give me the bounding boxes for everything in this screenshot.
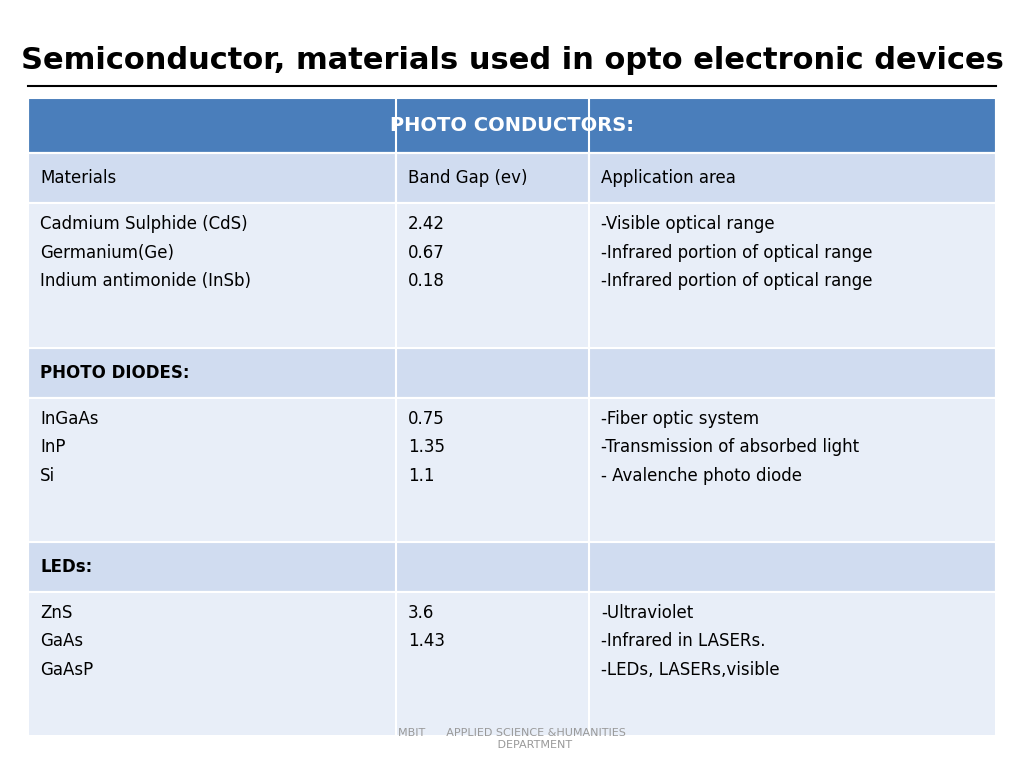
Bar <box>396 398 590 542</box>
Bar <box>28 204 396 348</box>
Bar <box>590 204 996 348</box>
Text: -Visible optical range
-Infrared portion of optical range
-Infrared portion of o: -Visible optical range -Infrared portion… <box>601 215 872 290</box>
Text: PHOTO CONDUCTORS:: PHOTO CONDUCTORS: <box>390 116 634 135</box>
Text: Semiconductor, materials used in opto electronic devices: Semiconductor, materials used in opto el… <box>20 46 1004 75</box>
Bar <box>590 398 996 542</box>
Text: MBIT      APPLIED SCIENCE &HUMANITIES
             DEPARTMENT: MBIT APPLIED SCIENCE &HUMANITIES DEPARTM… <box>398 728 626 750</box>
Text: Application area: Application area <box>601 170 736 187</box>
Bar <box>590 592 996 736</box>
Text: PHOTO DIODES:: PHOTO DIODES: <box>40 363 189 382</box>
Text: InGaAs
InP
Si: InGaAs InP Si <box>40 409 98 485</box>
Bar <box>396 154 590 204</box>
Bar <box>28 154 396 204</box>
Text: -Ultraviolet
-Infrared in LASERs.
-LEDs, LASERs,visible: -Ultraviolet -Infrared in LASERs. -LEDs,… <box>601 604 780 679</box>
Bar <box>396 204 590 348</box>
Text: 3.6
1.43: 3.6 1.43 <box>408 604 444 679</box>
Text: Cadmium Sulphide (CdS)
Germanium(Ge)
Indium antimonide (InSb): Cadmium Sulphide (CdS) Germanium(Ge) Ind… <box>40 215 251 290</box>
Bar <box>28 398 396 542</box>
Bar <box>396 592 590 736</box>
Text: LEDs:: LEDs: <box>40 558 92 576</box>
Bar <box>28 98 996 154</box>
Bar <box>28 592 396 736</box>
Text: 2.42
0.67
0.18: 2.42 0.67 0.18 <box>408 215 444 290</box>
Text: 0.75
1.35
1.1: 0.75 1.35 1.1 <box>408 409 444 485</box>
Bar <box>28 542 996 592</box>
Bar <box>590 154 996 204</box>
Text: Materials: Materials <box>40 170 117 187</box>
Text: ZnS
GaAs
GaAsP: ZnS GaAs GaAsP <box>40 604 93 679</box>
Bar <box>28 348 996 398</box>
Text: Band Gap (ev): Band Gap (ev) <box>408 170 527 187</box>
Text: -Fiber optic system
-Transmission of absorbed light
- Avalenche photo diode: -Fiber optic system -Transmission of abs… <box>601 409 859 485</box>
